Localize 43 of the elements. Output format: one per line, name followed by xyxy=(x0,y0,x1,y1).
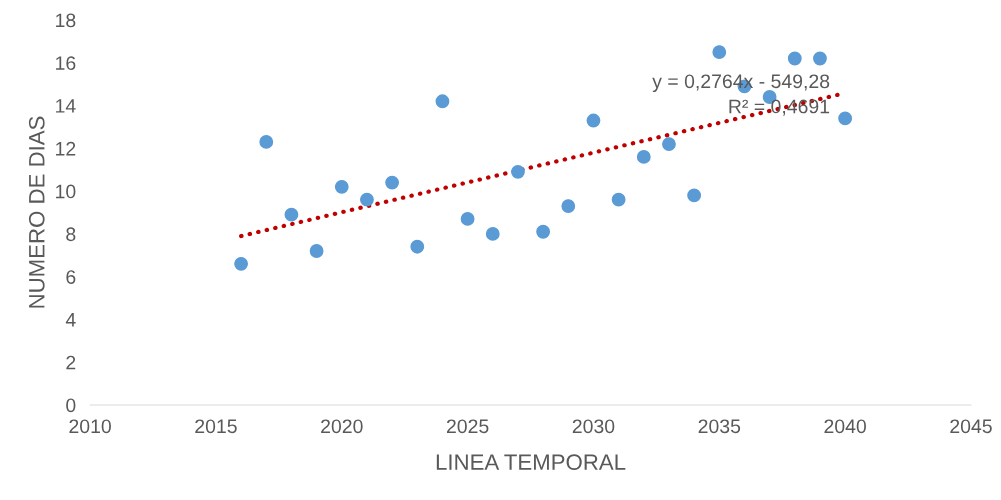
point xyxy=(536,224,551,239)
y-tick-label: 6 xyxy=(66,270,76,284)
x-tick-label: 2010 xyxy=(69,419,111,434)
x-tick-label: 2020 xyxy=(321,419,363,434)
x-tick-label: 2045 xyxy=(950,419,992,434)
point xyxy=(435,94,450,109)
x-axis-title: LINEA TEMPORAL xyxy=(436,454,626,470)
x-tick-label: 2025 xyxy=(446,419,489,434)
x-tick-label: 2030 xyxy=(572,419,615,434)
point xyxy=(662,137,676,151)
point xyxy=(687,188,702,203)
point xyxy=(284,207,299,222)
y-tick-label: 10 xyxy=(56,184,76,199)
x-tick-label: 2035 xyxy=(698,419,741,434)
point xyxy=(511,164,525,179)
point xyxy=(813,51,827,66)
point xyxy=(611,192,626,207)
point xyxy=(561,199,576,213)
y-axis-title: NUMERO DE DIAS xyxy=(28,116,45,308)
point xyxy=(838,111,853,126)
x-tick-label: 2040 xyxy=(824,419,866,434)
point xyxy=(309,244,324,258)
y-tick-label: 14 xyxy=(56,99,76,113)
point xyxy=(712,45,727,59)
point xyxy=(460,212,475,226)
point xyxy=(385,175,400,190)
y-tick-label: 8 xyxy=(66,227,76,242)
point xyxy=(485,226,500,241)
point xyxy=(636,149,651,164)
point xyxy=(234,256,249,271)
y-tick-label: 16 xyxy=(56,56,76,71)
point xyxy=(410,239,425,254)
y-tick-label: 2 xyxy=(66,355,76,370)
point xyxy=(360,192,374,207)
point xyxy=(334,179,349,194)
y-tick-label: 18 xyxy=(56,13,76,28)
y-tick-label: 0 xyxy=(66,398,76,413)
x-tick-label: 2015 xyxy=(195,419,237,434)
point xyxy=(586,113,601,128)
point xyxy=(259,135,274,149)
y-tick-label: 4 xyxy=(65,313,76,327)
y-tick-label: 12 xyxy=(56,141,76,156)
point xyxy=(787,51,802,66)
